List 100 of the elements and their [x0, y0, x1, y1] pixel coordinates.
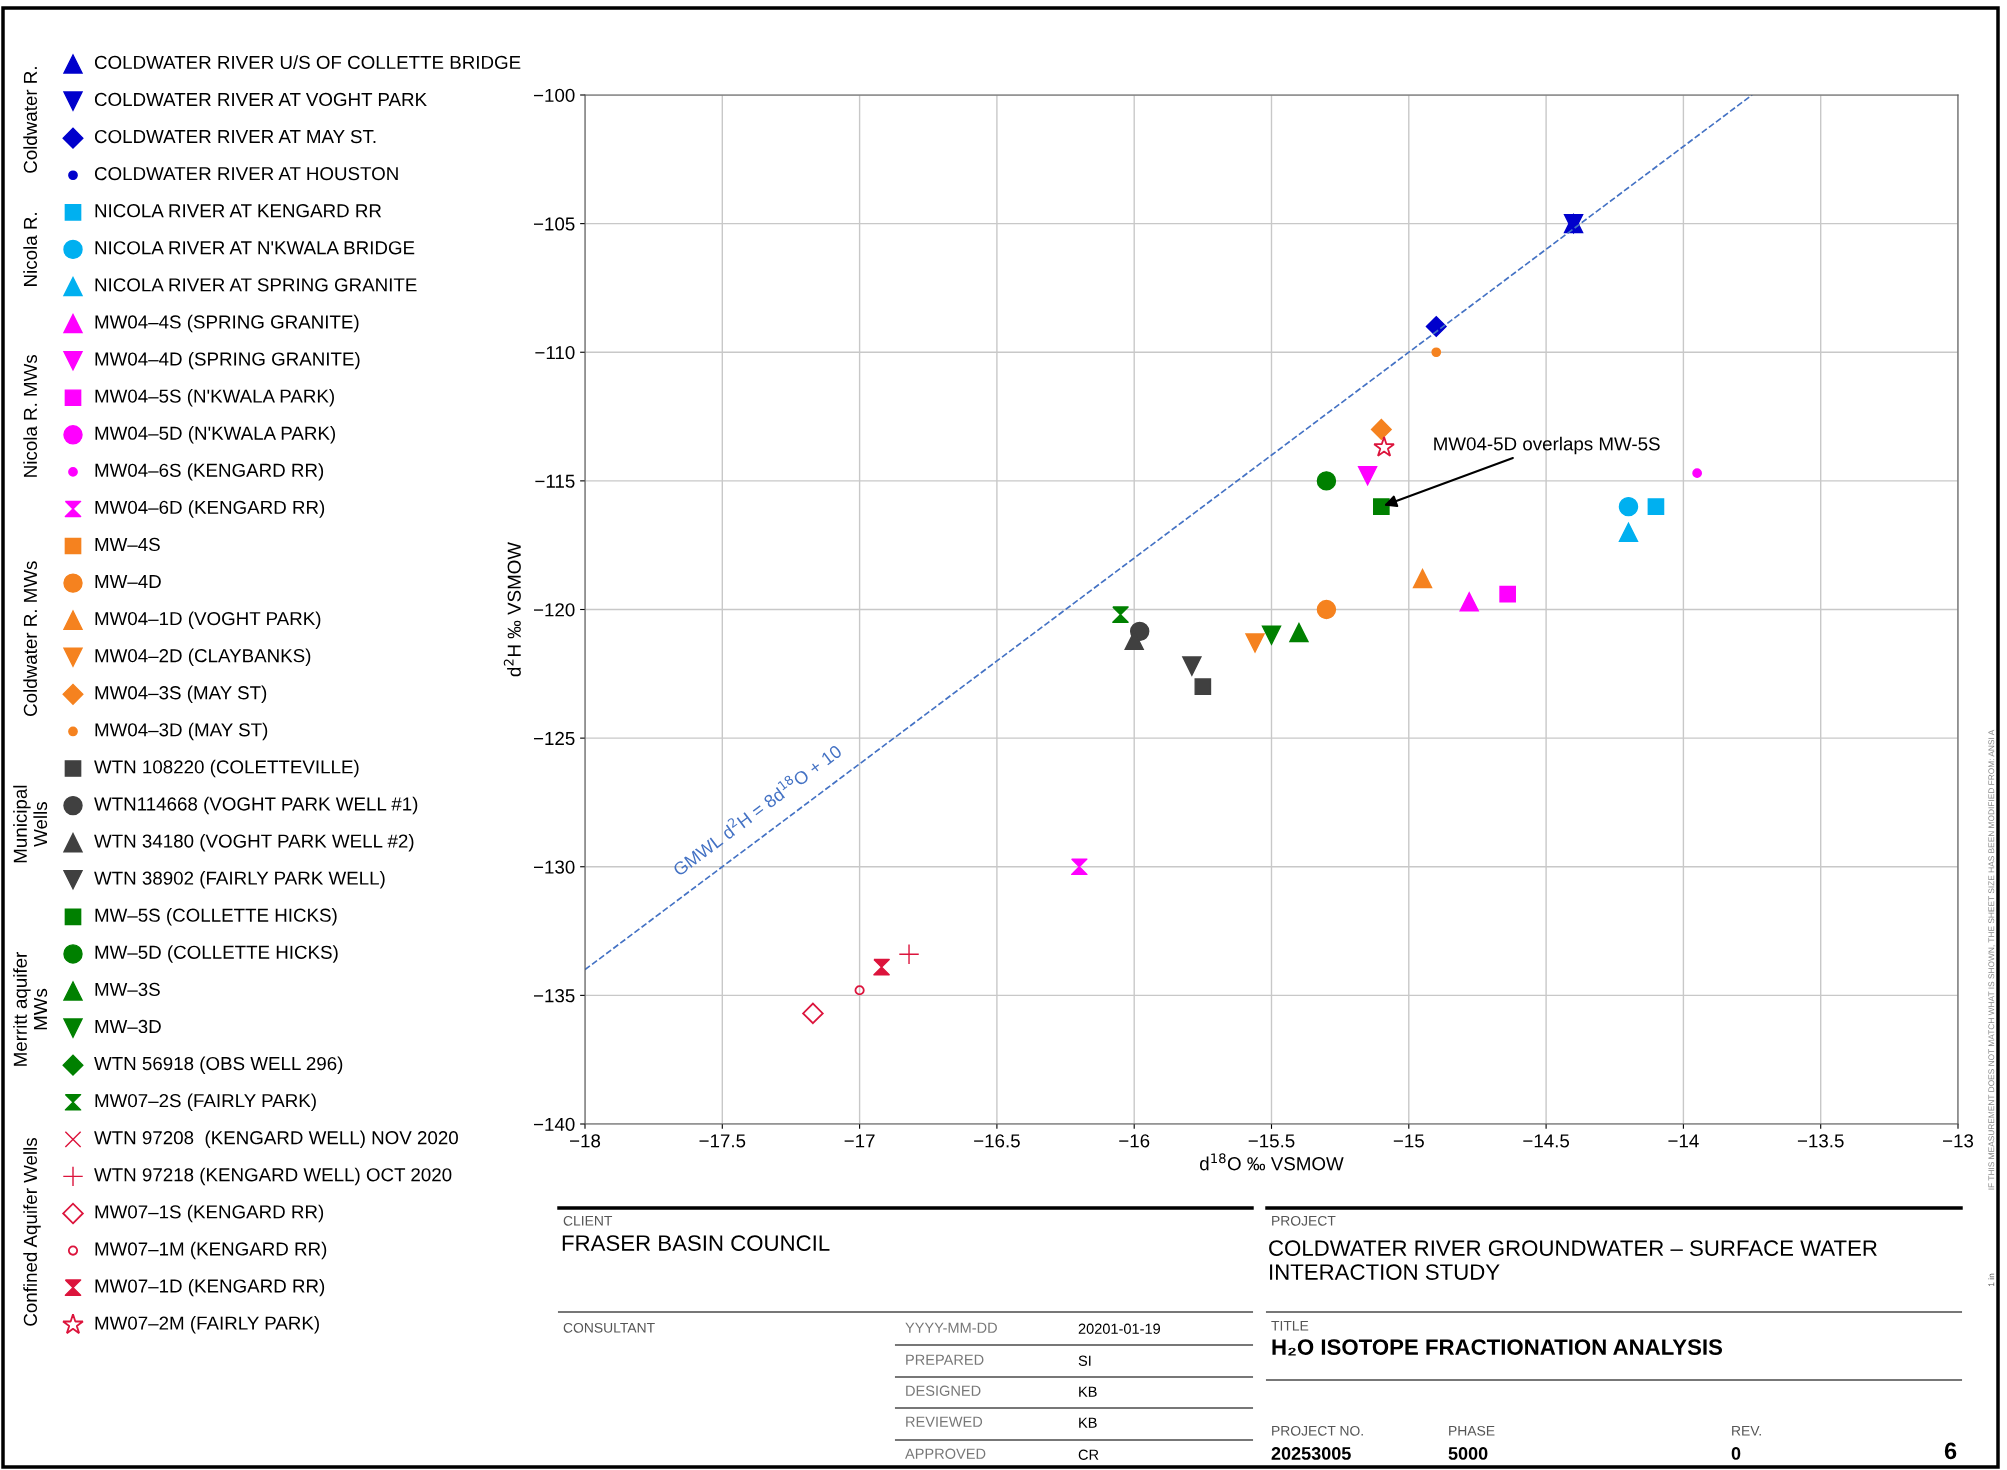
text: PROJECT NO. — [1272, 1425, 1363, 1436]
legend-label: WTN 108220 (COLETTEVILLE) — [94, 759, 359, 778]
text: Nicola R. — [23, 213, 38, 286]
y-tick-label: −135 — [533, 989, 575, 1003]
text: Confined Aquifer Wells — [23, 1138, 41, 1326]
text: 0 — [1731, 1447, 1741, 1460]
legend-label: WTN 97208 (KENGARD WELL) NOV 2020 — [94, 1130, 458, 1149]
text: FRASER BASIN COUNCIL — [562, 1235, 830, 1251]
text: KB — [1079, 1386, 1097, 1397]
y-tick-label: −105 — [533, 217, 575, 231]
legend-label: MW04–3S (MAY ST) — [95, 685, 267, 704]
point — [1261, 625, 1282, 645]
legend-label: MW04–3D (MAY ST) — [95, 722, 268, 741]
text: CONSULTANT — [563, 1322, 655, 1333]
y-tick-label: −130 — [533, 860, 575, 874]
text: COLDWATER RIVER GROUNDWATER – SURFACE WATER INTERACTION STUDY — [1269, 1240, 1877, 1280]
point — [1618, 522, 1639, 543]
point — [898, 943, 920, 965]
legend-label: MW–3D — [95, 1019, 161, 1034]
legend-label: COLDWATER RIVER AT VOGHT PARK — [94, 92, 427, 107]
x-tick-label: −17.5 — [699, 1134, 746, 1148]
legend-label: MW04–6S (KENGARD RR) — [95, 463, 324, 481]
text: 20201-01-19 — [1078, 1323, 1161, 1334]
point — [1647, 498, 1665, 515]
legend-label: NICOLA RIVER AT KENGARD RR — [95, 204, 382, 218]
legend-label: MW04–5S (N'KWALA PARK) — [95, 388, 334, 407]
y-tick-label: −100 — [533, 88, 575, 102]
text: IF THIS MEASUREMENT DOES NOT MATCH WHAT IS SHOWN, THE SHEET SIZE HAS BEEN MODIFIED FROM: ANSI A — [1988, 729, 1996, 1190]
legend-label: COLDWATER RIVER AT MAY ST. — [94, 129, 376, 144]
legend-label: WTN 56918 (OBS WELL 296) — [94, 1056, 343, 1074]
point — [1431, 347, 1442, 358]
text: 1 in — [1988, 1273, 1995, 1287]
legend-label: WTN114668 (VOGHT PARK WELL #1) — [94, 796, 418, 815]
text: KB — [1079, 1417, 1097, 1428]
text: Nicola R. MWs — [23, 354, 38, 477]
text: 6 — [1944, 1442, 1957, 1460]
text: DESIGNED — [906, 1385, 981, 1396]
legend-label: MW–4S — [95, 537, 160, 552]
point — [1692, 468, 1702, 479]
legend-label: COLDWATER RIVER U/S OF COLLETTE BRIDGE — [94, 55, 521, 70]
y-tick-label: −125 — [533, 731, 575, 746]
point — [1289, 622, 1309, 643]
legend-label: MW04–6D (KENGARD RR) — [95, 500, 325, 518]
legend-label: MW–4D — [95, 575, 161, 588]
legend-label: WTN 38902 (FAIRLY PARK WELL) — [94, 871, 385, 889]
text: CLIENT — [563, 1215, 613, 1226]
text: 20253005 — [1271, 1447, 1351, 1460]
x-tick-label: −16.5 — [974, 1134, 1020, 1148]
legend-label: MW07–1D (KENGARD RR) — [95, 1278, 325, 1297]
point — [1194, 678, 1212, 696]
legend-label: WTN 97218 (KENGARD WELL) OCT 2020 — [94, 1167, 452, 1186]
text: REV. — [1732, 1426, 1761, 1436]
text: 5000 — [1448, 1447, 1488, 1460]
x-tick-label: −14.5 — [1523, 1134, 1570, 1148]
point — [1373, 498, 1390, 515]
point — [1373, 436, 1395, 457]
legend-label: MW04–4D (SPRING GRANITE) — [95, 351, 360, 370]
legend-label: MW07–1M (KENGARD RR) — [95, 1241, 327, 1260]
y-tick-label: −140 — [533, 1117, 575, 1131]
point — [1618, 496, 1639, 517]
text: REVIEWED — [906, 1416, 983, 1427]
x-tick-label: −15.5 — [1248, 1134, 1295, 1148]
point — [1370, 418, 1392, 440]
legend-label: MW07–2S (FAIRLY PARK) — [95, 1093, 316, 1111]
point — [1112, 606, 1129, 623]
text: Municipal Wells — [13, 785, 48, 863]
point — [1499, 585, 1516, 603]
text: PROJECT — [1272, 1215, 1336, 1226]
legend-label: WTN 34180 (VOGHT PARK WELL #2) — [94, 833, 414, 852]
legend-label: MW–3S — [95, 982, 160, 997]
legend-label: MW04–4S (SPRING GRANITE) — [95, 314, 359, 333]
point — [854, 985, 865, 996]
point — [802, 1002, 824, 1025]
text: TITLE — [1271, 1321, 1309, 1331]
text: PREPARED — [906, 1354, 984, 1365]
x-tick-label: −15 — [1393, 1134, 1424, 1148]
legend-label: MW04–2D (CLAYBANKS) — [95, 648, 311, 667]
text: APPROVED — [905, 1448, 986, 1459]
text: Coldwater R. — [23, 67, 38, 173]
x-tick-label: −17 — [844, 1134, 875, 1148]
annotation: MW04-5D overlaps MW-5S — [1434, 436, 1660, 455]
point — [1459, 592, 1479, 612]
y-tick-label: −120 — [533, 603, 575, 617]
text: SI — [1078, 1355, 1091, 1366]
text: Coldwater R. MWs — [23, 561, 38, 716]
legend-label: MW–5D (COLLETTE HICKS) — [95, 945, 338, 963]
legend-label: MW04–5D (N'KWALA PARK) — [95, 426, 336, 444]
point — [873, 958, 890, 976]
legend-label: NICOLA RIVER AT SPRING GRANITE — [95, 278, 417, 292]
legend-label: NICOLA RIVER AT N'KWALA BRIDGE — [95, 241, 415, 255]
point — [1070, 858, 1088, 876]
point — [1245, 633, 1265, 653]
legend-label: COLDWATER RIVER AT HOUSTON — [94, 167, 398, 181]
text: CR — [1078, 1449, 1099, 1460]
point — [1182, 656, 1202, 676]
x-tick-label: −14 — [1668, 1134, 1699, 1148]
x-tick-label: −16 — [1119, 1134, 1150, 1148]
y-tick-label: −115 — [535, 474, 575, 488]
text: H₂O ISOTOPE FRACTIONATION ANALYSIS — [1272, 1339, 1723, 1356]
text: PHASE — [1449, 1425, 1495, 1436]
